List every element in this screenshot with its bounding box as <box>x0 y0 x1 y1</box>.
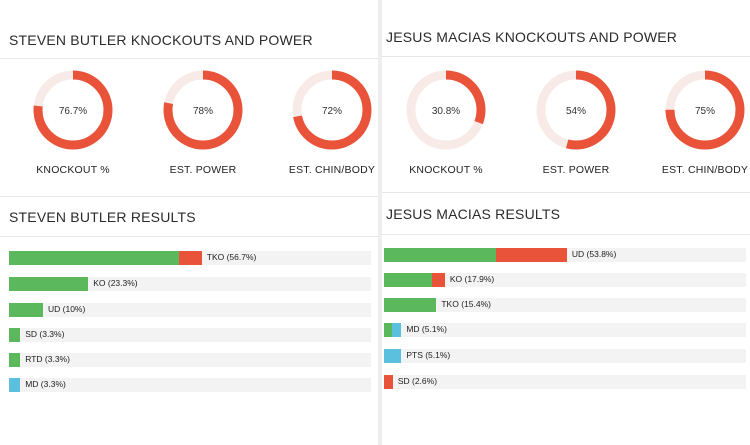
donut-chart: 72% <box>292 70 372 150</box>
bar-segment-decision <box>9 378 21 392</box>
donut-arc <box>665 70 745 150</box>
bar-segment-decision <box>384 349 402 363</box>
bar-segment-knockout <box>384 375 393 389</box>
result-row-tko: TKO (15.4%) <box>382 298 750 312</box>
bar-segment-win <box>9 277 89 291</box>
bar-segment-win <box>9 303 43 317</box>
result-label: TKO (15.4%) <box>441 299 491 309</box>
gauge-label: EST. CHIN/BODY <box>288 164 376 176</box>
result-label: MD (5.1%) <box>406 324 447 334</box>
bar-segment-win <box>384 298 437 312</box>
gauge-est-chin-body: 75% EST. CHIN/BODY <box>650 68 750 176</box>
row-track <box>9 303 371 317</box>
result-label: SD (3.3%) <box>25 329 65 339</box>
result-row-ud: UD (53.8%) <box>382 248 750 262</box>
bar-segment-decision <box>391 323 402 337</box>
result-label: UD (10%) <box>48 304 86 314</box>
gauge-knockout-percent: 76.7% KNOCKOUT % <box>18 68 128 176</box>
result-label: UD (53.8%) <box>571 249 617 259</box>
row-track <box>9 328 371 342</box>
donut-arc <box>406 70 486 150</box>
row-track <box>9 277 371 291</box>
bar-segment-win <box>9 328 21 342</box>
row-track <box>384 273 746 287</box>
row-track <box>9 353 371 367</box>
donut-chart: 30.8% <box>406 70 486 150</box>
donut-arc <box>33 70 113 150</box>
result-row-md: MD (3.3%) <box>0 378 378 392</box>
bar-segment-win <box>384 323 392 337</box>
bar-segment-win <box>384 273 433 287</box>
gauge-est-power: 78% EST. POWER <box>148 68 258 176</box>
gauge-label: KNOCKOUT % <box>409 164 483 176</box>
gauge-value: 76.7% <box>59 106 87 117</box>
gauge-value: 78% <box>193 106 213 117</box>
bar-segment-knockout <box>178 251 202 265</box>
result-row-rtd: RTD (3.3%) <box>0 353 378 367</box>
row-track <box>384 349 746 363</box>
gauge-label: EST. POWER <box>169 164 237 176</box>
row-track <box>9 378 371 392</box>
divider <box>382 192 750 193</box>
knockouts-power-title: STEVEN BUTLER KNOCKOUTS AND POWER <box>9 32 313 48</box>
divider <box>0 196 378 197</box>
bar-segment-win <box>384 248 496 262</box>
gauge-est-power: 54% EST. POWER <box>521 68 631 176</box>
result-row-pts: PTS (5.1%) <box>382 349 750 363</box>
result-row-sd: SD (3.3%) <box>0 328 378 342</box>
divider <box>0 236 378 237</box>
result-row-ud: UD (10%) <box>0 303 378 317</box>
result-label: KO (23.3%) <box>93 278 138 288</box>
bar-segment-win <box>9 353 21 367</box>
bar-segment-win <box>9 251 179 265</box>
result-row-tko: TKO (56.7%) <box>0 251 378 265</box>
donut-arc <box>163 70 243 150</box>
divider <box>0 58 378 59</box>
results-title: STEVEN BUTLER RESULTS <box>9 209 196 225</box>
result-row-md: MD (5.1%) <box>382 323 750 337</box>
result-row-ko: KO (17.9%) <box>382 273 750 287</box>
gauge-value: 75% <box>695 106 715 117</box>
gauge-label: EST. CHIN/BODY <box>661 164 749 176</box>
result-label: SD (2.6%) <box>397 376 438 386</box>
fighter-panel-steven-butler: STEVEN BUTLER KNOCKOUTS AND POWER 76.7% … <box>0 32 378 392</box>
gauge-knockout-percent: 30.8% KNOCKOUT % <box>391 68 501 176</box>
bar-segment-knockout <box>432 273 445 287</box>
result-label: MD (3.3%) <box>25 379 66 389</box>
result-label: RTD (3.3%) <box>25 354 70 364</box>
donut-chart: 78% <box>163 70 243 150</box>
gauge-value: 54% <box>566 106 586 117</box>
gauge-value: 30.8% <box>432 106 460 117</box>
donut-arc <box>292 70 372 150</box>
gauge-label: KNOCKOUT % <box>36 164 110 176</box>
bar-segment-knockout <box>495 248 567 262</box>
result-label: KO (17.9%) <box>449 274 495 284</box>
gauge-est-chin-body: 72% EST. CHIN/BODY <box>277 68 378 176</box>
divider <box>382 234 750 235</box>
gauge-value: 72% <box>322 106 342 117</box>
results-title: JESUS MACIAS RESULTS <box>386 206 561 222</box>
row-track <box>384 298 746 312</box>
result-row-ko: KO (23.3%) <box>0 277 378 291</box>
gauge-label: EST. POWER <box>542 164 610 176</box>
donut-arc <box>536 70 616 150</box>
donut-chart: 76.7% <box>33 70 113 150</box>
divider <box>382 56 750 57</box>
fighter-panel-jesus-macias: JESUS MACIAS KNOCKOUTS AND POWER 30.8% K… <box>382 0 750 445</box>
result-label: PTS (5.1%) <box>406 350 451 360</box>
row-track <box>384 375 746 389</box>
result-row-sd: SD (2.6%) <box>382 375 750 389</box>
knockouts-power-title: JESUS MACIAS KNOCKOUTS AND POWER <box>386 29 678 45</box>
result-label: TKO (56.7%) <box>206 252 257 262</box>
donut-chart: 75% <box>665 70 745 150</box>
panel-divider <box>378 0 382 445</box>
row-track <box>384 323 746 337</box>
donut-chart: 54% <box>536 70 616 150</box>
